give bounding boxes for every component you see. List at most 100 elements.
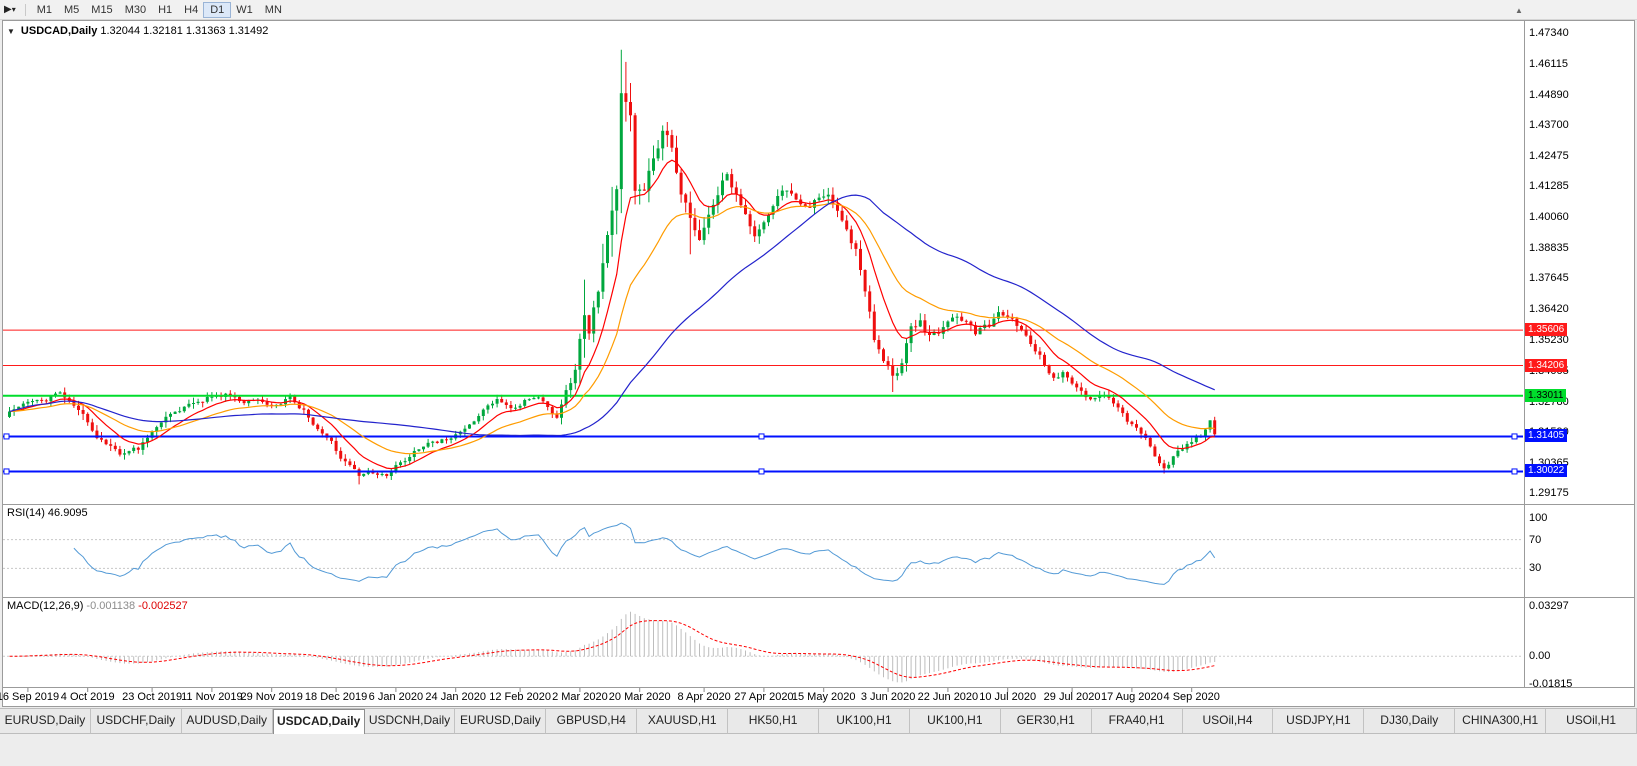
date-axis-label: 22 Jun 2020 [917, 691, 979, 703]
timeframe-button-d1[interactable]: D1 [203, 1, 232, 18]
ma-slow-line [9, 194, 1215, 437]
chart-tab-uk100-h1[interactable]: UK100,H1 [909, 709, 1001, 734]
chart-tab-xauusd-h1[interactable]: XAUUSD,H1 [637, 709, 729, 734]
chart-tab-eurusd-daily[interactable]: EURUSD,Daily [0, 709, 91, 734]
date-axis-label: 2 Mar 2020 [552, 691, 608, 703]
timeframe-button-w1[interactable]: W1 [236, 3, 253, 16]
price-axis-label: 1.37645 [1529, 272, 1569, 285]
charts-toolbar-handle-icon[interactable]: ▶ ▾ [0, 4, 20, 15]
macd-signal-value: -0.002527 [138, 600, 188, 612]
toolbar: ▶ ▾ M1 M5 M15 M30 H1 H4 D1 W1 MN [0, 0, 1637, 20]
date-axis-label: 20 Mar 2020 [608, 691, 671, 703]
price-axis-label: 1.36420 [1529, 303, 1569, 316]
chart-tab-usdcad-daily[interactable]: USDCAD,Daily [272, 709, 365, 734]
hline-handle[interactable] [1511, 468, 1518, 475]
chart-tab-gbpusd-h4[interactable]: GBPUSD,H4 [546, 709, 638, 734]
ohlc-close: 1.31492 [228, 25, 269, 37]
macd-histogram [13, 611, 1216, 683]
chart-ohlc-readout: ▼ USDCAD,Daily 1.32044 1.32181 1.31363 1.3149… [7, 25, 271, 37]
date-axis-label: 8 Apr 2020 [677, 691, 731, 703]
rsi-axis-label-70: 70 [1529, 533, 1542, 546]
price-axis-label: 1.43700 [1529, 119, 1569, 132]
price-axis-label: 1.38835 [1529, 242, 1569, 255]
chart-tab-fra40-h1[interactable]: FRA40,H1 [1091, 709, 1183, 734]
date-axis-label: 24 Jan 2020 [425, 691, 486, 703]
chart-tab-usdjpy-h1[interactable]: USDJPY,H1 [1273, 709, 1365, 734]
chart-tab-ger30-h1[interactable]: GER30,H1 [1000, 709, 1092, 734]
date-axis-label: 4 Sep 2020 [1163, 691, 1220, 703]
rsi-current-value: 46.9095 [47, 507, 88, 519]
hline-handle[interactable] [758, 468, 765, 475]
date-axis-label: 23 Oct 2019 [122, 691, 183, 703]
chart-symbol-period: USDCAD,Daily [20, 25, 98, 37]
ohlc-high: 1.32181 [143, 25, 183, 37]
chart-tab-usdcnh-daily[interactable]: USDCNH,Daily [364, 709, 456, 734]
hline-handle[interactable] [758, 433, 765, 440]
rsi-line [73, 522, 1216, 585]
rsi-axis-label-100: 100 [1529, 512, 1548, 524]
hline-price-tag-1.34206: 1.34206 [1525, 358, 1568, 372]
hline-handle[interactable] [3, 433, 10, 440]
chart-tab-audusd-daily[interactable]: AUDUSD,Daily [181, 709, 273, 734]
date-axis-label: 11 Nov 2019 [181, 691, 243, 703]
date-axis-label: 18 Dec 2019 [304, 691, 368, 703]
hline-price-tag-1.30022: 1.30022 [1525, 464, 1568, 478]
date-axis-label: 16 Sep 2019 [0, 691, 60, 703]
price-axis-label: 1.40060 [1529, 211, 1569, 224]
chart-tab-dj30-daily[interactable]: DJ30,Daily [1364, 709, 1456, 734]
price-axis-label: 1.46115 [1529, 58, 1568, 70]
ma-fast-line [9, 159, 1215, 470]
price-axis-label: 1.35230 [1529, 333, 1569, 346]
timeframe-button-m1[interactable]: M1 [36, 3, 52, 16]
date-axis-label: 27 Apr 2020 [734, 691, 794, 703]
timeframe-button-mn[interactable]: MN [264, 3, 282, 16]
hline-price-tag-1.35606: 1.35606 [1525, 323, 1568, 337]
candles-layer[interactable] [8, 49, 1217, 485]
chart-tab-china300-h1[interactable]: CHINA300,H1 [1455, 709, 1547, 734]
date-axis-label: 17 Aug 2020 [1100, 691, 1163, 703]
macd-name: MACD(12,26,9) [7, 600, 84, 612]
ohlc-low: 1.31363 [185, 25, 226, 37]
chevron-down-icon: ▾ [11, 5, 16, 14]
play-arrow-icon: ▶ [4, 4, 12, 15]
date-axis-label: 29 Jul 2020 [1043, 691, 1101, 703]
rsi-indicator-label: RSI(14) 46.9095 [7, 507, 88, 519]
macd-axis-label-0.03297: 0.03297 [1529, 600, 1569, 612]
timeframe-button-h1[interactable]: H1 [158, 3, 173, 16]
chart-menu-icon[interactable]: ▼ [7, 27, 15, 36]
price-axis-label: 1.42475 [1529, 150, 1569, 163]
chart-tab-usoil-h1[interactable]: USOil,H1 [1546, 709, 1637, 734]
hline-price-tag-1.31405: 1.31405 [1525, 429, 1568, 443]
date-axis-label: 6 Jan 2020 [368, 691, 424, 703]
macd-signal-line [9, 620, 1215, 678]
chart-tab-hk50-h1[interactable]: HK50,H1 [728, 709, 820, 734]
date-axis-label: 4 Oct 2019 [60, 691, 115, 703]
ohlc-open: 1.32044 [100, 25, 141, 37]
date-axis-label: 3 Jun 2020 [860, 691, 916, 703]
toolbar-overflow-icon[interactable]: ▲ [1515, 6, 1523, 15]
timeframe-button-m30[interactable]: M30 [124, 3, 147, 16]
hline-handle[interactable] [1511, 433, 1518, 440]
chart-tab-usdchf-daily[interactable]: USDCHF,Daily [90, 709, 182, 734]
macd-main-value: -0.001138 [86, 600, 136, 612]
price-axis-label: 1.47340 [1529, 27, 1569, 39]
price-axis-label: 1.29175 [1529, 486, 1569, 499]
chart-tab-uk100-h1[interactable]: UK100,H1 [819, 709, 910, 734]
timeframe-button-m15[interactable]: M15 [91, 3, 113, 16]
chart-tab-usoil-h4[interactable]: USOil,H4 [1182, 709, 1274, 734]
timeframe-button-m5[interactable]: M5 [64, 3, 80, 16]
macd-indicator-label: MACD(12,26,9) -0.001138 -0.002527 [7, 600, 188, 612]
price-axis-label: 1.41285 [1529, 180, 1569, 193]
chart-tab-eurusd-daily[interactable]: EURUSD,Daily [455, 709, 547, 734]
timeframe-button-h4[interactable]: H4 [184, 3, 199, 16]
date-axis-label: 29 Nov 2019 [240, 691, 303, 703]
rsi-name: RSI(14) [7, 507, 45, 519]
rsi-axis-label-30: 30 [1529, 562, 1542, 575]
date-axis-label: 15 May 2020 [791, 691, 856, 703]
macd-axis-label--0.01815: -0.01815 [1529, 678, 1573, 690]
hline-handle[interactable] [3, 468, 10, 475]
price-axis-label: 1.44890 [1529, 89, 1569, 102]
timeframe-buttons: M1 M5 M15 M30 H1 H4 D1 W1 MN [31, 1, 288, 18]
date-axis-label: 10 Jul 2020 [979, 691, 1037, 703]
